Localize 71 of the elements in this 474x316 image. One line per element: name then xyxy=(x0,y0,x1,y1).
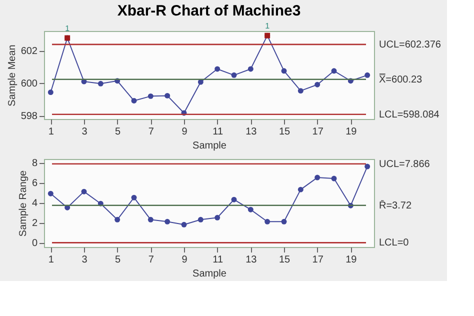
x-tick-label: 11 xyxy=(212,126,224,138)
point xyxy=(181,222,187,228)
x-tick-label: 15 xyxy=(278,126,290,138)
ref-line-label: LCL=0 xyxy=(379,238,410,249)
point xyxy=(164,218,170,224)
x-axis-title: Sample xyxy=(192,140,227,152)
y-axis-title: Sample Range xyxy=(18,170,29,237)
point xyxy=(248,66,254,72)
y-tick-label: 602 xyxy=(20,46,38,58)
point xyxy=(148,216,154,222)
point xyxy=(298,88,304,94)
point xyxy=(314,82,320,88)
point xyxy=(281,68,287,74)
point xyxy=(164,92,170,98)
point xyxy=(331,68,337,74)
x-tick-label: 3 xyxy=(82,126,88,138)
y-tick-label: 2 xyxy=(32,218,38,230)
x-tick-label: 5 xyxy=(115,254,122,266)
x-tick-label: 9 xyxy=(182,126,188,138)
x-tick-label: 17 xyxy=(312,126,324,138)
y-axis-title: Sample Mean xyxy=(6,44,18,106)
annotation: 1 xyxy=(65,24,70,34)
point xyxy=(331,176,337,182)
x-tick-label: 1 xyxy=(48,254,54,266)
x-tick-label: 19 xyxy=(346,126,358,138)
y-tick-label: 0 xyxy=(32,238,38,250)
y-tick-label: 598 xyxy=(20,111,38,122)
y-tick-label: 600 xyxy=(20,78,38,90)
y-tick-label: 8 xyxy=(32,158,38,170)
chart-title: Xbar-R Chart of Machine3 xyxy=(117,2,301,20)
point xyxy=(364,164,370,170)
x-tick-label: 7 xyxy=(148,126,154,138)
point xyxy=(131,194,137,200)
point xyxy=(131,98,137,104)
point xyxy=(214,66,220,72)
ref-line-label: UCL=602.376 xyxy=(379,39,442,50)
ref-line-label: R̄=3.72 xyxy=(379,200,412,212)
annotation: 1 xyxy=(265,22,270,31)
x-tick-label: 11 xyxy=(212,254,224,266)
x-tick-label: 5 xyxy=(115,126,122,138)
x-tick-label: 17 xyxy=(312,254,324,266)
point xyxy=(48,190,54,196)
x-tick-label: 7 xyxy=(148,254,154,266)
point xyxy=(231,196,237,202)
point xyxy=(314,174,320,180)
point xyxy=(248,206,254,212)
ref-line-label: UCL=7.866 xyxy=(379,158,430,170)
y-tick-label: 4 xyxy=(32,198,38,210)
point xyxy=(98,80,104,86)
point xyxy=(48,90,54,96)
point xyxy=(198,216,204,222)
x-tick-label: 3 xyxy=(82,254,88,266)
point xyxy=(231,72,237,78)
point xyxy=(298,186,304,192)
ref-line-label: X̿=600.23 xyxy=(379,73,423,86)
point xyxy=(81,188,87,194)
x-tick-label: 13 xyxy=(246,126,258,138)
x-tick-label: 1 xyxy=(48,126,54,138)
x-axis-title: Sample xyxy=(192,268,227,280)
point xyxy=(281,218,287,224)
x-tick-label: 9 xyxy=(182,254,188,266)
x-tick-label: 19 xyxy=(346,254,358,266)
ref-line-label: LCL=598.084 xyxy=(379,109,440,120)
x-tick-label: 15 xyxy=(278,254,290,266)
point xyxy=(114,216,120,222)
point xyxy=(148,93,154,99)
x-tick-label: 13 xyxy=(246,254,258,266)
y-tick-label: 6 xyxy=(32,178,38,190)
point xyxy=(214,214,220,220)
point xyxy=(264,218,270,224)
point xyxy=(364,72,370,78)
